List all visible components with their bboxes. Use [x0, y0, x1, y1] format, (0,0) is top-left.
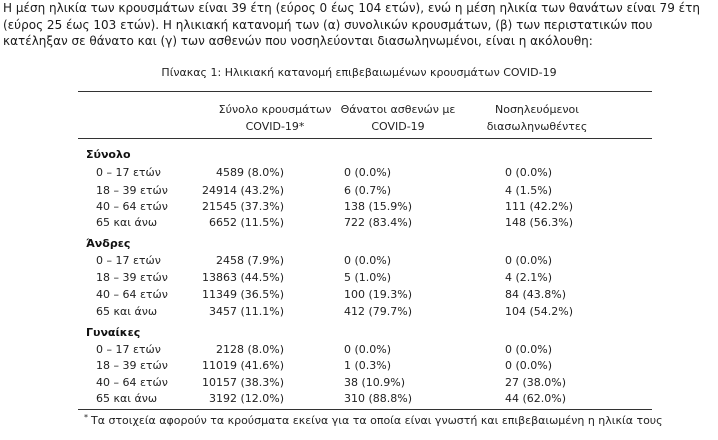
deaths-value: 38 (10.9%): [344, 376, 406, 389]
age-label: 0 – 17 ετών: [96, 343, 161, 356]
footnote-mark: *: [84, 413, 88, 422]
deaths-value: 138 (15.9%): [344, 200, 413, 213]
table-caption: Πίνακας 1: Ηλικιακή κατανομή επιβεβαιωμέ…: [161, 66, 557, 79]
column-header-line: διασωληνωθέντες: [486, 120, 588, 133]
intubated-value: 4 (2.1%): [505, 271, 553, 284]
deaths-value: 1 (0.3%): [344, 359, 392, 372]
age-label: 18 – 39 ετών: [96, 271, 168, 284]
cases-value: 21545 (37.3%): [201, 200, 284, 213]
cases-value: 4589 (8.0%): [215, 166, 284, 179]
intubated-value: 84 (43.8%): [505, 288, 567, 301]
cases-value: 11349 (36.5%): [201, 288, 284, 301]
footnote-text: Τα στοιχεία αφορούν τα κρούσματα εκείνα …: [91, 414, 663, 427]
cases-value: 2458 (7.9%): [215, 254, 284, 267]
table-bottom-rule: [78, 409, 652, 410]
column-header-line: COVID-19: [371, 120, 425, 133]
deaths-value: 6 (0.7%): [344, 184, 392, 197]
cases-value: 6652 (11.5%): [208, 216, 284, 229]
deaths-value: 100 (19.3%): [344, 288, 413, 301]
column-header-line: Θάνατοι ασθενών με: [340, 103, 456, 116]
deaths-value: 310 (88.8%): [344, 392, 413, 405]
age-label: 0 – 17 ετών: [96, 166, 161, 179]
age-label: 65 και άνω: [96, 216, 158, 229]
group-heading: Άνδρες: [86, 237, 131, 250]
intubated-value: 0 (0.0%): [505, 343, 553, 356]
intro-paragraph: Η μέση ηλικία των κρουσμάτων είναι 39 έτ…: [3, 1, 700, 48]
deaths-value: 0 (0.0%): [344, 166, 392, 179]
intubated-value: 104 (54.2%): [505, 305, 574, 318]
cases-value: 10157 (38.3%): [201, 376, 284, 389]
intubated-value: 4 (1.5%): [505, 184, 553, 197]
cases-value: 24914 (43.2%): [201, 184, 284, 197]
table-footnote: * Τα στοιχεία αφορούν τα κρούσματα εκείνα…: [84, 413, 663, 427]
age-label: 40 – 64 ετών: [96, 288, 168, 301]
age-label: 40 – 64 ετών: [96, 376, 168, 389]
group-heading: Σύνολο: [86, 148, 131, 161]
age-label: 65 και άνω: [96, 392, 158, 405]
cases-value: 3192 (12.0%): [208, 392, 284, 405]
intubated-value: 111 (42.2%): [505, 200, 574, 213]
intubated-value: 0 (0.0%): [505, 254, 553, 267]
cases-value: 13863 (44.5%): [201, 271, 284, 284]
intubated-value: 44 (62.0%): [505, 392, 567, 405]
age-label: 40 – 64 ετών: [96, 200, 168, 213]
column-header-line: Νοσηλευόμενοι: [495, 103, 579, 116]
table-header-rule: [78, 138, 652, 139]
intubated-value: 0 (0.0%): [505, 359, 553, 372]
table-top-rule: [78, 91, 652, 92]
intubated-value: 27 (38.0%): [505, 376, 567, 389]
intubated-value: 0 (0.0%): [505, 166, 553, 179]
column-header-intubated: Νοσηλευόμενοι διασωληνωθέντες: [472, 101, 602, 135]
column-header-line: COVID-19*: [245, 120, 305, 133]
cases-value: 2128 (8.0%): [215, 343, 284, 356]
intubated-value: 148 (56.3%): [505, 216, 574, 229]
age-label: 0 – 17 ετών: [96, 254, 161, 267]
column-header-cases: Σύνολο κρουσμάτων COVID-19*: [200, 101, 350, 135]
column-header-line: Σύνολο κρουσμάτων: [218, 103, 332, 116]
deaths-value: 722 (83.4%): [344, 216, 413, 229]
age-label: 18 – 39 ετών: [96, 184, 168, 197]
column-header-deaths: Θάνατοι ασθενών με COVID-19: [330, 101, 466, 135]
age-label: 18 – 39 ετών: [96, 359, 168, 372]
deaths-value: 0 (0.0%): [344, 343, 392, 356]
deaths-value: 412 (79.7%): [344, 305, 413, 318]
cases-value: 11019 (41.6%): [201, 359, 284, 372]
age-label: 65 και άνω: [96, 305, 158, 318]
group-heading: Γυναίκες: [86, 326, 141, 339]
cases-value: 3457 (11.1%): [208, 305, 284, 318]
deaths-value: 0 (0.0%): [344, 254, 392, 267]
deaths-value: 5 (1.0%): [344, 271, 392, 284]
